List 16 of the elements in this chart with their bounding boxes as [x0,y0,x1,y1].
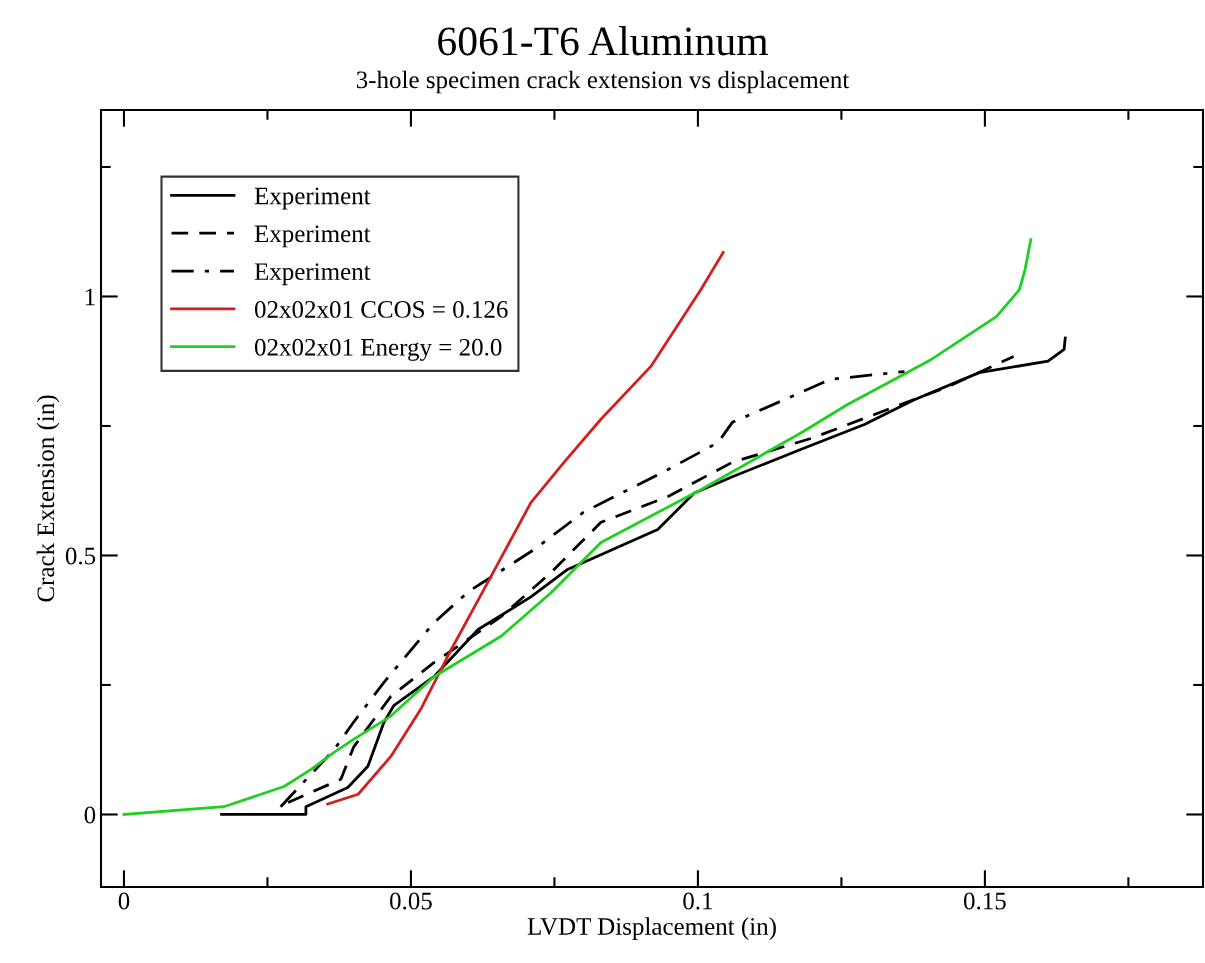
legend-label: 02x02x01 Energy = 20.0 [254,338,502,361]
y-tick-label: 0 [84,806,96,824]
legend-label: Experiment [254,225,371,248]
x-tick-label: 0.1 [683,892,713,910]
x-axis-title: LVDT Displacement (in) [527,917,776,940]
x-tick-label: 0.05 [390,892,432,910]
legend-label: Experiment [254,263,371,286]
y-axis-title: Crack Extension (in) [36,395,60,602]
chart-subtitle: 3-hole specimen crack extension vs displacement [356,70,850,94]
x-tick-label: 0.15 [963,892,1006,910]
y-tick-label: 1 [85,288,95,306]
y-tick-label: 0.5 [65,547,96,565]
chart-title: 6061-T6 Aluminum [438,26,768,56]
legend-label: Experiment [254,187,371,210]
x-tick-label: 0 [118,892,130,910]
legend-label: 02x02x01 CCOS = 0.126 [254,301,508,318]
